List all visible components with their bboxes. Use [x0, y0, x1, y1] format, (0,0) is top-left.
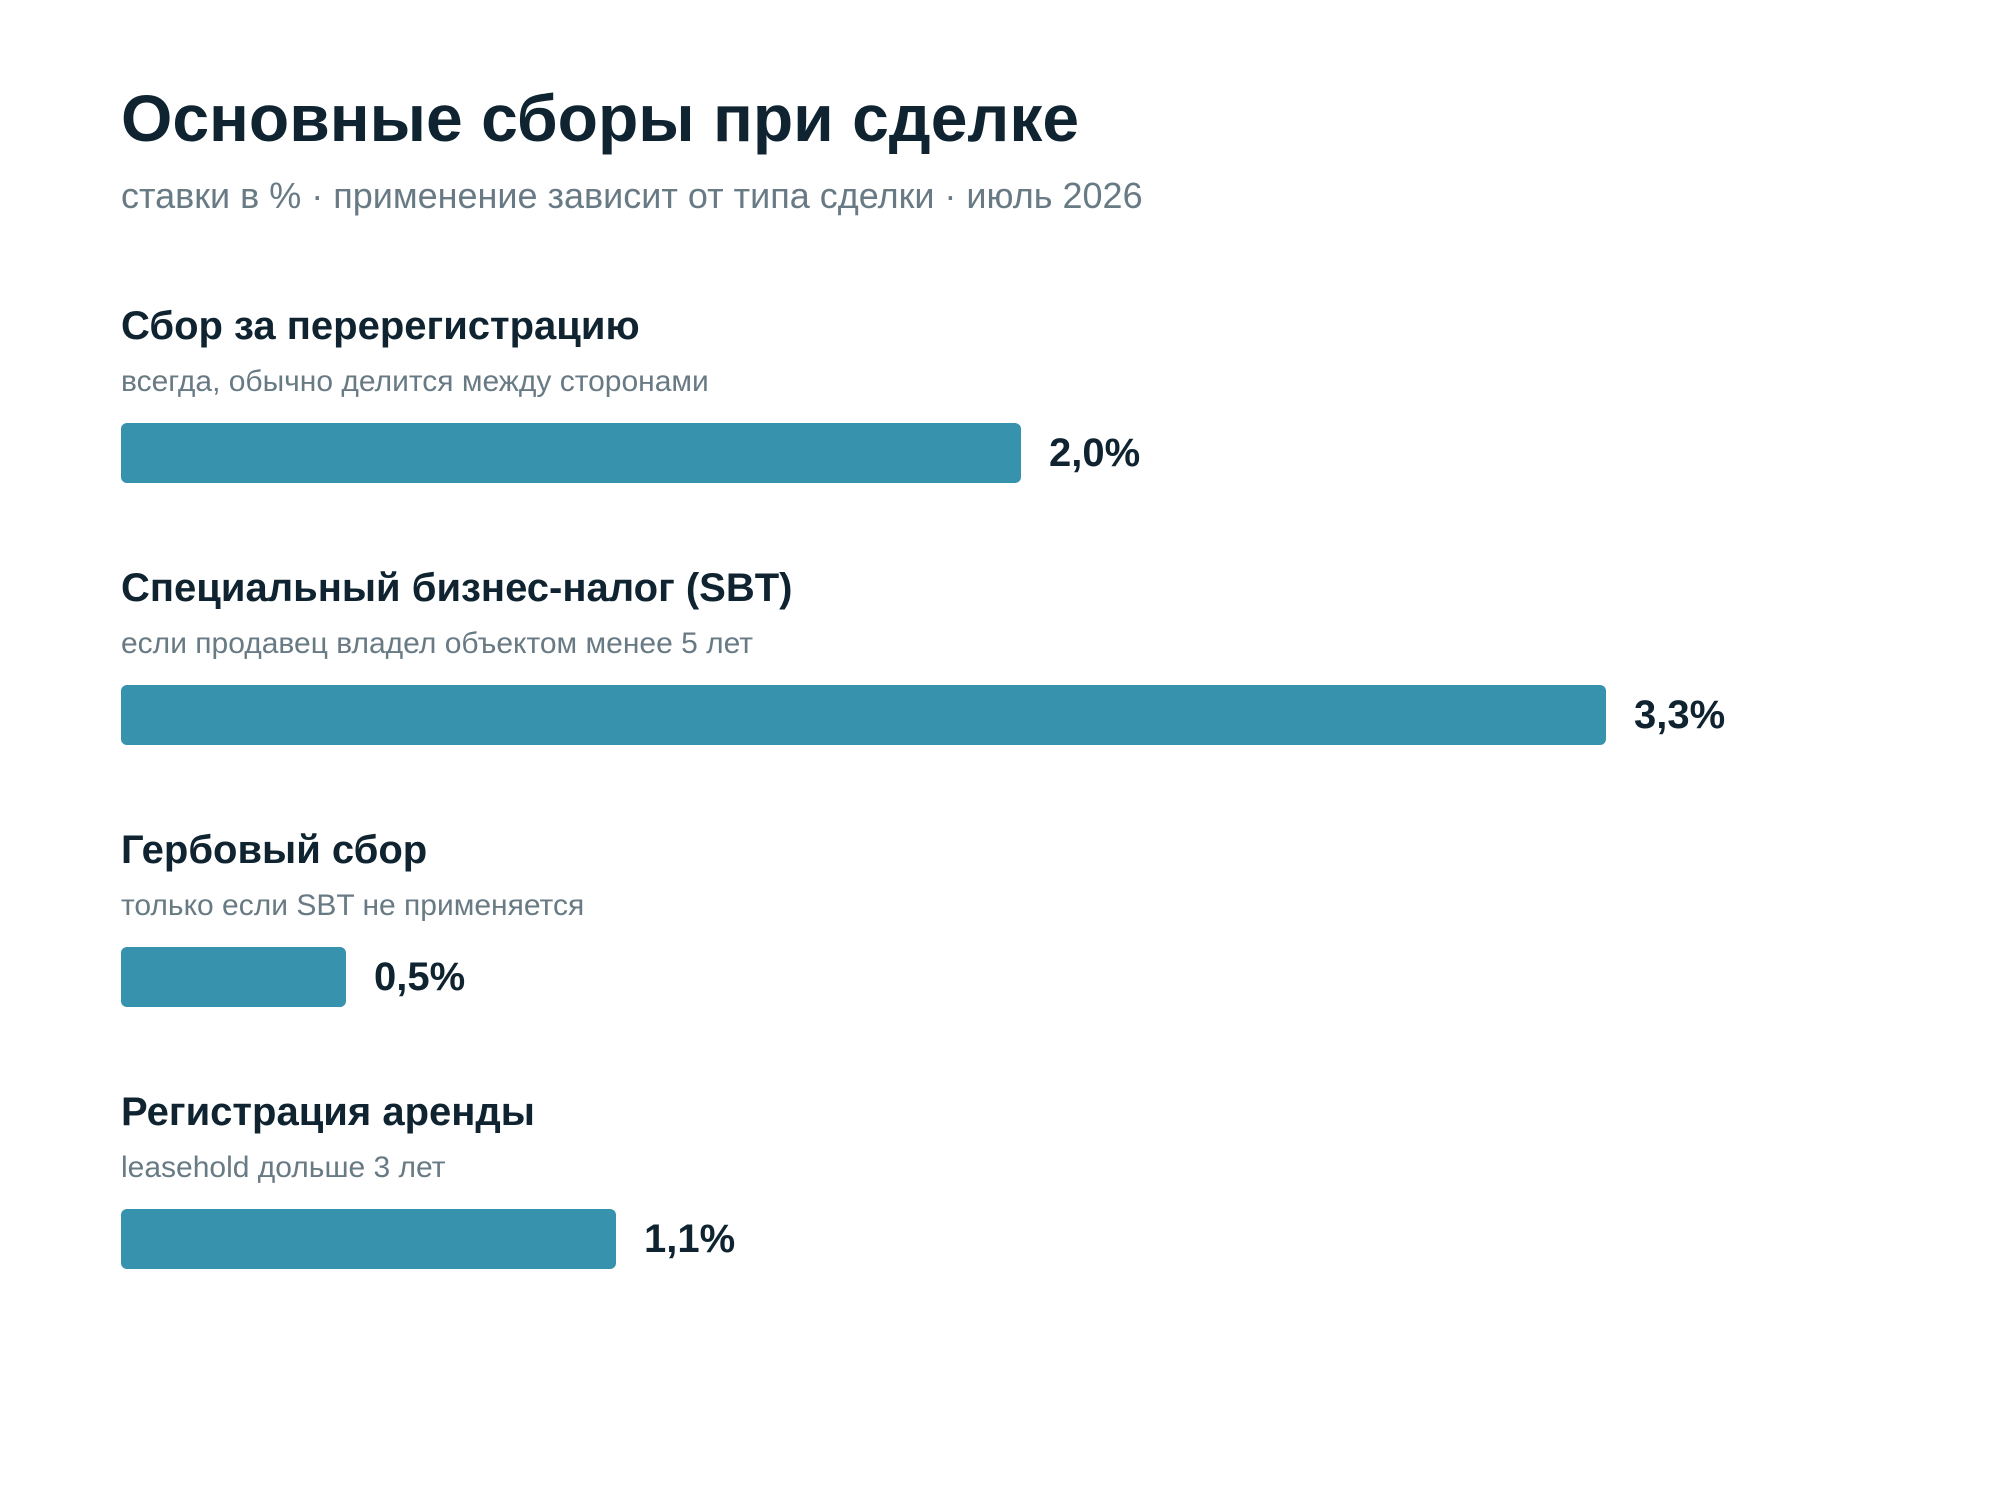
bar-category-label: Гербовый сбор: [121, 828, 428, 872]
bar-row-sbt: Специальный бизнес-налог (SBT) если прод…: [121, 558, 1921, 820]
bar-sbt: [121, 685, 1606, 745]
bar-value-label: 0,5%: [374, 955, 466, 999]
bar-track: 1,1%: [121, 1209, 1741, 1269]
bar-row-reregistration: Сбор за перерегистрацию всегда, обычно д…: [121, 296, 1921, 558]
bar-track: 0,5%: [121, 947, 1741, 1007]
bar-category-label: Специальный бизнес-налог (SBT): [121, 566, 793, 610]
bar-category-label: Регистрация аренды: [121, 1090, 535, 1134]
bar-chart: Сбор за перерегистрацию всегда, обычно д…: [121, 296, 1921, 1344]
chart-subtitle: ставки в % · применение зависит от типа …: [121, 175, 1143, 216]
bar-category-note: если продавец владел объектом менее 5 ле…: [121, 627, 754, 660]
bar-value-label: 1,1%: [644, 1217, 736, 1261]
bar-row-lease-registration: Регистрация аренды leasehold дольше 3 ле…: [121, 1082, 1921, 1344]
bar-track: 3,3%: [121, 685, 1741, 745]
bar-value-label: 2,0%: [1049, 431, 1141, 475]
bar-category-note: только если SBT не применяется: [121, 889, 585, 922]
bar-category-note: leasehold дольше 3 лет: [121, 1151, 446, 1184]
chart-title: Основные сборы при сделке: [121, 81, 1080, 155]
bar-value-label: 3,3%: [1634, 693, 1726, 737]
bar-category-note: всегда, обычно делится между сторонами: [121, 365, 709, 398]
bar-track: 2,0%: [121, 423, 1741, 483]
bar-stamp-duty: [121, 947, 346, 1007]
bar-lease-registration: [121, 1209, 616, 1269]
bar-row-stamp-duty: Гербовый сбор только если SBT не применя…: [121, 820, 1921, 1082]
bar-reregistration: [121, 423, 1021, 483]
bar-category-label: Сбор за перерегистрацию: [121, 304, 640, 348]
